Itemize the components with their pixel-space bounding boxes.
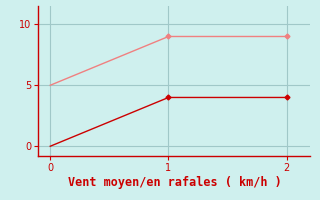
X-axis label: Vent moyen/en rafales ( km/h ): Vent moyen/en rafales ( km/h ) xyxy=(68,176,281,189)
